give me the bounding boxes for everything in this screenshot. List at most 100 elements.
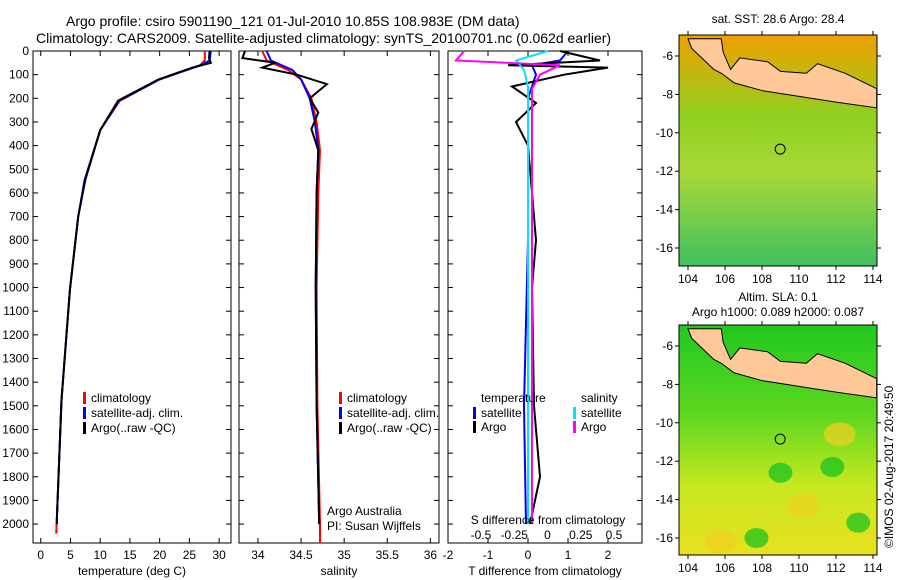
- map-anomaly-low: [820, 456, 845, 477]
- lon-tick-label: 106: [715, 272, 735, 286]
- legend-label: Argo(..raw -QC): [347, 421, 432, 435]
- x-tick-label: 35.5: [376, 548, 400, 562]
- y-tick-label: 600: [9, 186, 29, 200]
- y-tick-label: 1100: [3, 304, 29, 318]
- y-tick-label: 2000: [2, 517, 29, 531]
- top-x-tick-label: 0.5: [606, 528, 623, 542]
- temperature-profile: 0100200300400500600700800900100011001200…: [2, 44, 232, 578]
- lat-tick-label: -8: [662, 87, 673, 101]
- series-line-argo: [55, 50, 213, 525]
- x-tick-label: 0: [37, 548, 44, 562]
- x-tick-label: 20: [153, 548, 167, 562]
- legend-label: climatology: [91, 391, 151, 405]
- lat-tick-label: -10: [656, 416, 674, 430]
- lat-tick-label: -6: [662, 339, 673, 353]
- x-tick-label: 35: [337, 548, 351, 562]
- map-anomaly-low: [744, 528, 769, 548]
- map-title: sat. SST: 28.6 Argo: 28.4: [712, 12, 845, 26]
- series-line-t-argo: [507, 50, 609, 525]
- legend-title-salinity: salinity: [581, 391, 618, 405]
- legend-label: satellite-adj. clim.: [91, 406, 183, 420]
- legend-label: Argo: [481, 420, 507, 434]
- y-tick-label: 1200: [2, 328, 29, 342]
- sla-map: -6 -8 -10 -12 -14 -16 104 106 108 110 112 114 Altim.…: [656, 290, 883, 575]
- x-tick-label: 2: [605, 548, 612, 562]
- map-subtitle: Argo h1000: 0.089 h2000: 0.087: [692, 305, 864, 319]
- top-x-tick-label: -0.25: [501, 528, 529, 542]
- land-java: [687, 38, 878, 109]
- x-tick-label: 0: [525, 548, 532, 562]
- top-x-tick-label: -0.5: [471, 528, 492, 542]
- series-line-climatology: [55, 51, 206, 534]
- series-line-satellite: [265, 50, 321, 525]
- lon-tick-label: 104: [678, 561, 698, 575]
- lon-tick-label: 110: [789, 561, 808, 575]
- legend-swatch: [339, 407, 342, 419]
- x-tick-label: 36: [424, 548, 438, 562]
- argo-float-marker: [774, 433, 786, 445]
- y-tick-label: 400: [9, 139, 29, 153]
- lon-tick-label: 114: [863, 272, 882, 286]
- top-axis-label: S difference from climatology: [471, 513, 626, 527]
- salinity-profile: 34 34.5 35 35.5 36 salinity climatologysatelli…: [238, 50, 440, 578]
- lon-tick-label: 114: [863, 561, 882, 575]
- y-tick-label: 1000: [2, 281, 29, 295]
- map-anomaly-high: [786, 493, 819, 518]
- y-tick-label: 100: [9, 68, 29, 82]
- x-axis-label: salinity: [321, 564, 358, 578]
- legend-label: satellite: [581, 406, 622, 420]
- y-tick-label: 1400: [2, 375, 29, 389]
- top-x-tick-label: 0.25: [569, 528, 593, 542]
- y-tick-label: 1700: [2, 446, 29, 460]
- series-line-argo: [241, 50, 329, 525]
- x-tick-label: -1: [483, 548, 494, 562]
- series-line-satellite: [55, 50, 212, 525]
- figure-title-line1: Argo profile: csiro 5901190_121 01-Jul-2…: [66, 13, 520, 29]
- x-tick-label: 25: [183, 548, 197, 562]
- legend-swatch: [83, 422, 86, 434]
- legend-swatch: [573, 407, 576, 419]
- map-frame: [678, 34, 878, 267]
- land-java: [687, 328, 878, 399]
- x-tick-label: 34.5: [289, 548, 313, 562]
- lat-tick-label: -16: [656, 241, 674, 255]
- legend-label: climatology: [347, 391, 407, 405]
- annotation-pi: PI: Susan Wijffels: [327, 519, 421, 533]
- lon-tick-label: 106: [715, 561, 735, 575]
- lat-tick-label: -10: [656, 126, 674, 140]
- map-anomaly-high: [705, 529, 738, 554]
- x-tick-label: 5: [67, 548, 74, 562]
- legend-swatch: [339, 422, 342, 434]
- y-tick-label: 1300: [2, 352, 29, 366]
- map-anomaly-low: [846, 512, 871, 533]
- x-axis-label: T difference from climatology: [468, 564, 622, 578]
- map-title: Altim. SLA: 0.1: [738, 290, 818, 304]
- argo-float-marker: [774, 143, 786, 155]
- x-axis-label: temperature (deg C): [78, 564, 186, 578]
- series-line-s-argo: [453, 50, 561, 525]
- plot-frame: [447, 50, 643, 544]
- series-line-s-satellite: [514, 50, 549, 525]
- lat-tick-label: -16: [656, 531, 674, 545]
- lat-tick-label: -14: [656, 203, 674, 217]
- y-tick-label: 200: [9, 91, 29, 105]
- legend-swatch: [473, 407, 476, 419]
- lon-tick-label: 112: [826, 561, 845, 575]
- x-tick-label: 1: [565, 548, 572, 562]
- x-tick-label: 15: [123, 548, 137, 562]
- lon-tick-label: 104: [678, 272, 698, 286]
- y-tick-label: 1500: [2, 399, 29, 413]
- legend-title-temperature: temperature: [481, 391, 546, 405]
- sst-map: -6 -8 -10 -12 -14 -16 104 106 108 110 112 114 sat. S…: [656, 12, 883, 286]
- legend-label: satellite: [481, 406, 522, 420]
- y-tick-label: 900: [9, 257, 29, 271]
- lon-tick-label: 112: [826, 272, 845, 286]
- plot-frame: [238, 50, 440, 544]
- x-tick-label: 34: [251, 548, 265, 562]
- y-tick-label: 1800: [2, 470, 29, 484]
- y-tick-label: 0: [22, 44, 29, 58]
- lat-tick-label: -12: [656, 164, 674, 178]
- y-tick-label: 1600: [2, 422, 29, 436]
- x-tick-label: 10: [94, 548, 108, 562]
